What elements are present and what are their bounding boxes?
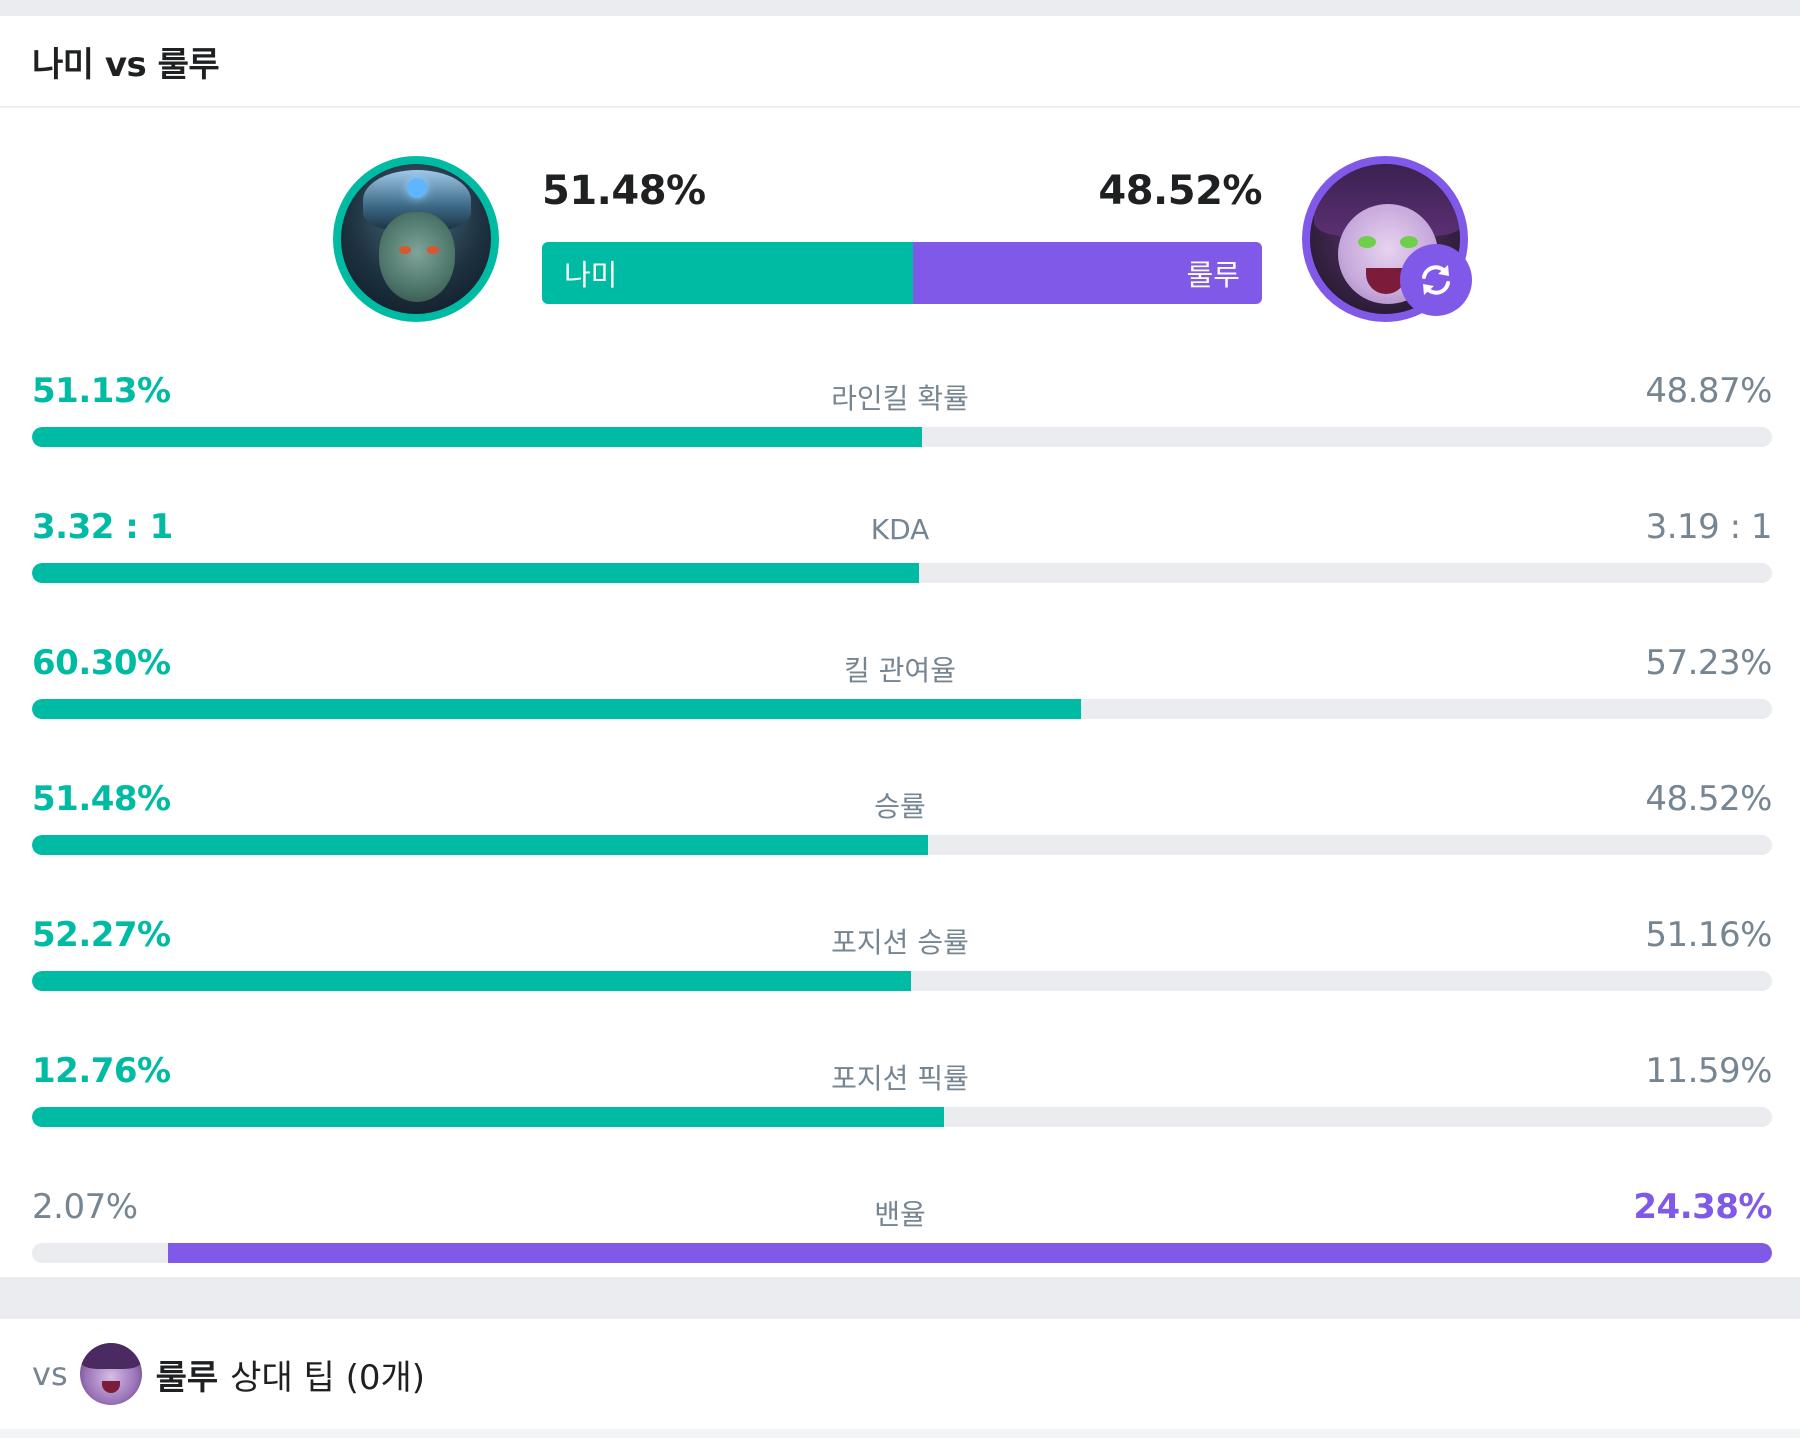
right-winrate-segment: 룰루 <box>912 242 1262 304</box>
stat-row: 2.07% 밴율 24.38% <box>0 1149 1800 1285</box>
avatar-gem <box>407 178 427 198</box>
stat-label: 킬 관여율 <box>844 654 956 687</box>
opponent-mini-avatar <box>79 1343 142 1405</box>
stat-bar-track <box>32 427 1772 447</box>
page-title: 나미 vs 룰루 <box>32 44 220 85</box>
avatar-eye <box>427 246 439 254</box>
stat-row: 3.32 : 1 KDA 3.19 : 1 <box>0 469 1800 605</box>
stat-left-value: 51.13% <box>32 371 171 411</box>
stat-right-value: 51.16% <box>1645 915 1772 955</box>
counter-tips-header[interactable]: vs 룰루 상대 팁 (0개) <box>0 1319 1800 1429</box>
stat-bar-fill-left <box>32 835 928 855</box>
stat-row: 60.30% 킬 관여율 57.23% <box>0 605 1800 741</box>
stat-bar-track <box>32 1107 1772 1127</box>
stat-bar-track <box>32 1243 1772 1263</box>
stat-bar-fill-left <box>32 1107 944 1127</box>
stat-bar-fill-left <box>32 971 911 991</box>
stat-right-value: 48.87% <box>1645 371 1772 411</box>
stat-row: 52.27% 포지션 승률 51.16% <box>0 877 1800 1013</box>
swap-refresh-icon <box>1422 265 1450 295</box>
avatar-eye <box>1400 236 1418 248</box>
stat-label: 승률 <box>874 790 926 823</box>
tips-count-label: 상대 팁 (0개) <box>230 1357 426 1398</box>
left-winrate: 51.48% <box>542 168 706 214</box>
opponent-champion-name: 룰루 <box>155 1357 219 1398</box>
stat-label: 밴율 <box>874 1198 926 1231</box>
stat-bar-track <box>32 563 1772 583</box>
section-gap <box>0 1277 1800 1319</box>
stat-bar-track <box>32 699 1772 719</box>
stat-right-value: 57.23% <box>1645 643 1772 683</box>
swap-champion-button[interactable] <box>1400 244 1472 316</box>
champion-avatar-left[interactable] <box>333 156 499 322</box>
stat-label: 포지션 승률 <box>831 926 969 959</box>
stat-right-value: 3.19 : 1 <box>1645 507 1773 547</box>
vs-label: vs <box>32 1355 68 1393</box>
avatar-eye <box>1358 236 1376 248</box>
avatar-eye <box>399 246 411 254</box>
bottom-divider <box>0 1429 1800 1438</box>
stat-comparison-list: 51.13% 라인킬 확률 48.87% 3.32 : 1 KDA 3.19 : 1 60.… <box>0 333 1800 1285</box>
stat-right-value: 11.59% <box>1645 1051 1772 1091</box>
stat-right-value: 48.52% <box>1645 779 1772 819</box>
stat-right-value: 24.38% <box>1633 1187 1772 1227</box>
stat-left-value: 51.48% <box>32 779 171 819</box>
stat-bar-track <box>32 971 1772 991</box>
top-strip <box>0 0 1800 16</box>
stat-bar-track <box>32 835 1772 855</box>
stat-bar-fill-left <box>32 427 922 447</box>
winrate-split-bar: 나미 룰루 <box>542 242 1262 304</box>
stat-left-value: 3.32 : 1 <box>32 507 173 547</box>
stat-bar-fill-left <box>32 699 1082 719</box>
mini-avatar-hair <box>79 1343 142 1369</box>
matchup-hero: 51.48% 48.52% 나미 룰루 <box>0 108 1800 333</box>
right-champion-name: 룰루 <box>1186 258 1240 292</box>
stat-left-value: 52.27% <box>32 915 171 955</box>
stat-left-value: 12.76% <box>32 1051 171 1091</box>
stat-label: 포지션 픽률 <box>831 1062 969 1095</box>
mini-avatar-mouth <box>101 1381 120 1393</box>
stat-label: KDA <box>870 513 930 546</box>
matchup-card: 나미 vs 룰루 51.48% 48.52% 나미 룰루 <box>0 16 1800 1277</box>
stat-row: 51.48% 승률 48.52% <box>0 741 1800 877</box>
stat-row: 51.13% 라인킬 확률 48.87% <box>0 333 1800 469</box>
left-winrate-segment: 나미 <box>542 242 913 304</box>
card-header: 나미 vs 룰루 <box>0 16 1800 108</box>
stat-left-value: 2.07% <box>32 1187 138 1227</box>
stat-left-value: 60.30% <box>32 643 171 683</box>
stat-row: 12.76% 포지션 픽률 11.59% <box>0 1013 1800 1149</box>
stat-label: 라인킬 확률 <box>831 382 969 415</box>
avatar-face <box>379 212 455 302</box>
right-winrate: 48.52% <box>1098 168 1262 214</box>
left-champion-name: 나미 <box>564 258 618 292</box>
stat-bar-fill-left <box>32 563 920 583</box>
stat-bar-fill-right <box>167 1243 1772 1263</box>
